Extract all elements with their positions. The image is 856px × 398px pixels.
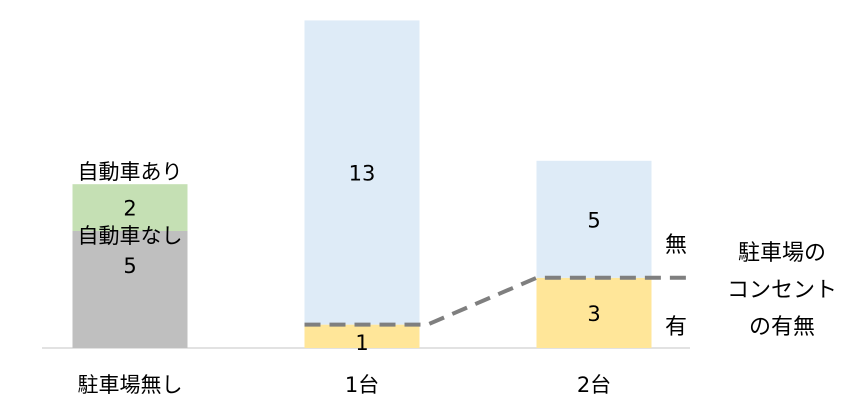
- outlet-divider-line: [304, 275, 694, 327]
- category-label-2: 2台: [577, 373, 611, 397]
- category-label-1: 1台: [345, 373, 379, 397]
- series-label-absent: 無: [665, 233, 687, 258]
- segment-value-label: 2: [123, 197, 136, 221]
- segment-value-label: 1: [355, 331, 368, 355]
- segment-value-label: 5: [587, 208, 600, 232]
- bar-1-segment-1: [304, 20, 420, 325]
- annotation-line-3: の有無: [749, 315, 815, 340]
- bar-2-segment-0: [536, 277, 652, 348]
- segment-value-label: 5: [123, 254, 136, 278]
- bar-2-segment-1: [536, 160, 652, 278]
- labels-group: 自動車なし 5 自動車あり 2 駐車場無し 1 13 1台 3 5 2台: [78, 160, 612, 397]
- bar-0-segment-1: [72, 184, 188, 231]
- series-label-present: 有: [665, 315, 687, 340]
- annotation-line-2: コンセント: [727, 278, 837, 303]
- segment-value-label: 13: [349, 162, 376, 186]
- annotation-line-1: 駐車場の: [738, 241, 826, 266]
- segment-name-label: 自動車あり: [78, 160, 183, 184]
- category-label-0: 駐車場無し: [78, 373, 183, 397]
- bar-0-segment-0: [72, 231, 188, 348]
- bars-group: [72, 20, 652, 348]
- segment-value-label: 3: [587, 302, 600, 326]
- bar-1-segment-0: [304, 324, 420, 348]
- segment-name-label: 自動車なし: [78, 224, 183, 248]
